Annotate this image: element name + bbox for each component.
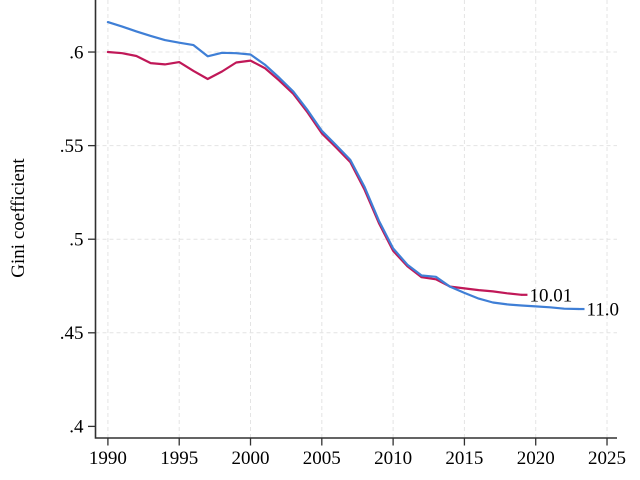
x-tick-label: 2010 [374, 448, 412, 469]
y-tick-label: .55 [60, 136, 84, 157]
y-tick-label: .4 [69, 417, 84, 438]
y-axis-title: Gini coefficient [8, 158, 29, 278]
y-tick-label: .45 [60, 323, 84, 344]
y-tick-label: .6 [69, 42, 83, 63]
y-tick-label: .5 [69, 229, 83, 250]
x-tick-label: 1995 [160, 448, 198, 469]
series-line-pwt-11-0 [106, 21, 580, 311]
series-line-pwt-10-01 [106, 50, 523, 296]
x-tick-label: 2025 [588, 448, 626, 469]
x-tick-label: 2015 [445, 448, 483, 469]
x-tick-label: 2000 [232, 448, 270, 469]
x-tick-label: 2005 [303, 448, 341, 469]
x-tick-label: 1990 [89, 448, 127, 469]
series-end-label-pwt-10-01: 10.01 [529, 285, 572, 306]
x-tick-label: 2020 [517, 448, 555, 469]
series-end-label-pwt-11-0: 11.0 [586, 299, 619, 320]
axis-lines [94, 0, 617, 439]
